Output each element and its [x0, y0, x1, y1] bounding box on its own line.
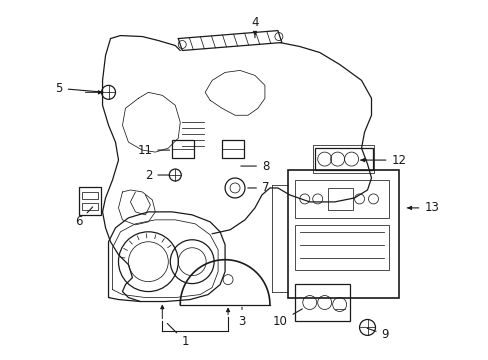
Text: 12: 12 [360, 154, 406, 167]
Bar [294, 225, 388, 270]
Text: 2: 2 [144, 168, 169, 181]
Bar [81, 192, 98, 199]
Bar [81, 203, 98, 210]
Text: 10: 10 [272, 309, 302, 328]
Bar [79, 187, 101, 215]
Bar [172, 140, 194, 158]
Text: 11: 11 [137, 144, 169, 157]
Bar [287, 170, 399, 298]
Text: 7: 7 [247, 181, 269, 194]
Text: 3: 3 [238, 307, 245, 328]
Bar [294, 180, 388, 218]
Bar [314, 148, 372, 170]
Bar [222, 140, 244, 158]
Text: 4: 4 [251, 16, 258, 38]
Bar [312, 145, 374, 173]
Text: 6: 6 [75, 207, 93, 228]
Bar [327, 188, 352, 210]
Text: 9: 9 [366, 328, 388, 341]
Text: 8: 8 [240, 159, 269, 172]
Bar [294, 284, 349, 321]
Text: 1: 1 [167, 323, 188, 348]
Text: 5: 5 [55, 82, 102, 95]
Text: 13: 13 [407, 201, 438, 215]
